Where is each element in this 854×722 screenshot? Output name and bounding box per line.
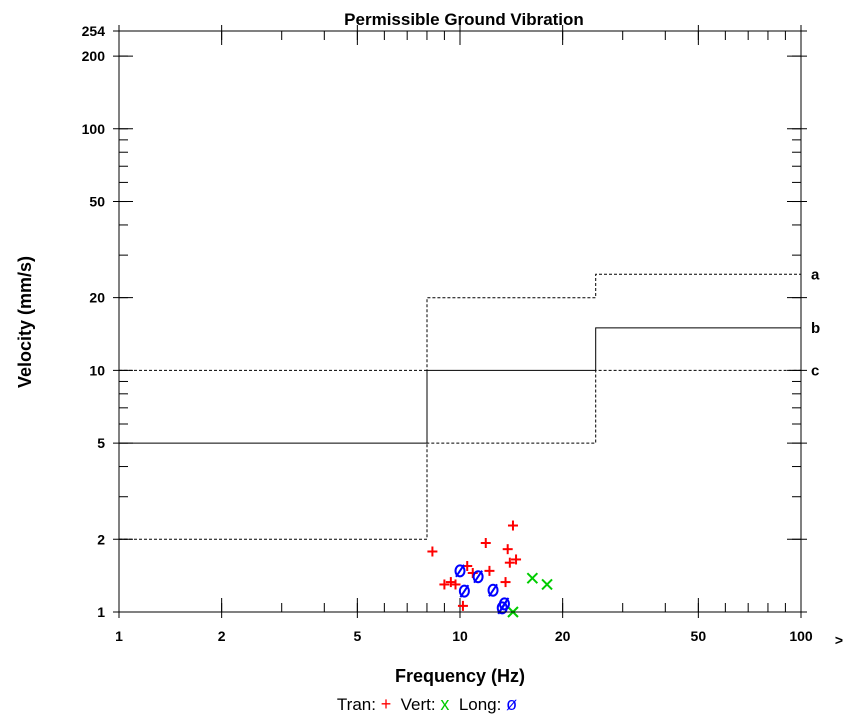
limit-curve-b (119, 327, 801, 444)
legend-tran-symbol: + (380, 694, 392, 714)
legend: Tran: + Vert: x Long: ø (0, 694, 854, 715)
y-tick-label: 5 (97, 435, 105, 451)
y-tick-label: 200 (82, 48, 106, 64)
limit-curve-label-a: a (811, 266, 820, 283)
x-overflow-marker: > (835, 632, 843, 648)
x-tick-label: 5 (353, 628, 361, 644)
x-tick-label: 20 (555, 628, 571, 644)
legend-vert-symbol: x (440, 694, 450, 714)
y-tick-label: 100 (82, 121, 106, 137)
limit-curve-a (119, 273, 801, 540)
limit-curve-label-b: b (811, 320, 820, 337)
x-tick-label: 1 (115, 628, 123, 644)
x-tick-label: 10 (452, 628, 468, 644)
limit-curve-c (119, 369, 801, 444)
limit-curve-label-c: c (811, 362, 819, 379)
y-axis-label: Velocity (mm/s) (15, 256, 35, 388)
y-tick-label: 1 (97, 604, 105, 620)
point-tran (445, 577, 456, 588)
point-tran (450, 579, 461, 590)
point-tran (484, 565, 495, 576)
vibration-chart: Permissible Ground Vibration 1 2 5 10 20 50 10… (15, 10, 843, 686)
point-long (487, 583, 499, 597)
x-tick-label: 50 (691, 628, 707, 644)
point-tran (507, 520, 518, 531)
x-tick-label: 100 (789, 628, 813, 644)
point-long (498, 597, 510, 611)
point-tran (504, 557, 515, 568)
legend-tran-label: Tran: (336, 695, 376, 714)
y-tick-label: 2 (97, 531, 105, 547)
chart-title: Permissible Ground Vibration (344, 10, 584, 29)
plot-frame (118, 30, 802, 613)
legend-long-symbol: ø (506, 694, 518, 714)
point-long (472, 570, 484, 584)
x-tick-label: 2 (218, 628, 226, 644)
point-tran (511, 554, 522, 565)
point-tran (457, 600, 468, 611)
point-tran (427, 546, 438, 557)
y-tick-label: 254 (82, 23, 106, 39)
y-tick-label: 10 (89, 362, 105, 378)
x-axis-label: Frequency (Hz) (395, 666, 525, 686)
point-tran (439, 579, 450, 590)
point-tran (480, 538, 491, 549)
legend-long-label: Long: (458, 695, 502, 714)
legend-vert-label: Vert: (400, 695, 436, 714)
point-long (458, 584, 470, 598)
point-vert (526, 572, 539, 584)
point-vert (541, 578, 553, 591)
point-long (454, 564, 466, 578)
point-tran (500, 577, 511, 588)
y-tick-label: 20 (89, 290, 105, 306)
point-tran (502, 544, 513, 555)
y-tick-label: 50 (89, 194, 105, 210)
